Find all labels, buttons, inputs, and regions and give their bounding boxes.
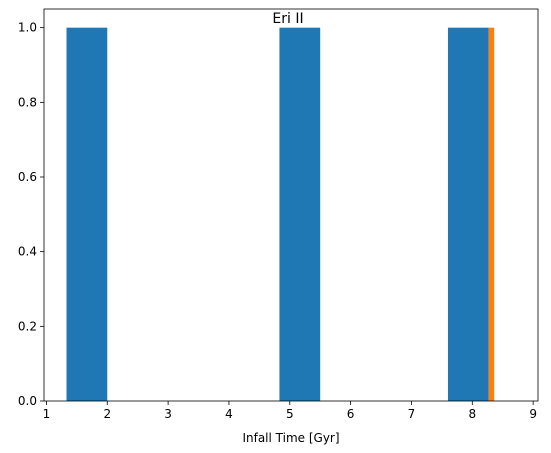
bar-series0-1: [279, 27, 321, 402]
x-tick-label: 1: [43, 407, 51, 421]
axes-frame: [43, 8, 539, 402]
y-tick-label: 0.6: [18, 170, 37, 184]
x-tick-label: 9: [529, 407, 537, 421]
y-axis-ticks: 0.0 0.2 0.4 0.6 0.8 1.0: [18, 21, 44, 408]
bar-series0-0: [66, 27, 108, 402]
x-tick-label: 4: [225, 407, 233, 421]
x-axis-ticks: 1 2 3 4 5 6 7 8 9: [43, 401, 537, 421]
y-tick-label: 1.0: [18, 21, 37, 35]
bars-group: [66, 27, 495, 402]
y-tick-label: 0.2: [18, 319, 37, 333]
bar-series1-0: [488, 27, 495, 402]
x-tick-label: 6: [347, 407, 355, 421]
x-tick-label: 3: [164, 407, 172, 421]
x-tick-label: 7: [408, 407, 416, 421]
x-tick-label: 2: [103, 407, 111, 421]
x-tick-label: 8: [468, 407, 476, 421]
x-tick-label: 5: [286, 407, 294, 421]
y-tick-label: 0.0: [18, 394, 37, 408]
bar-series0-2: [447, 27, 489, 402]
y-tick-label: 0.4: [18, 245, 37, 259]
x-axis-label: Infall Time [Gyr]: [242, 431, 339, 445]
chart-title: Eri II: [272, 11, 303, 27]
y-tick-label: 0.8: [18, 95, 37, 109]
